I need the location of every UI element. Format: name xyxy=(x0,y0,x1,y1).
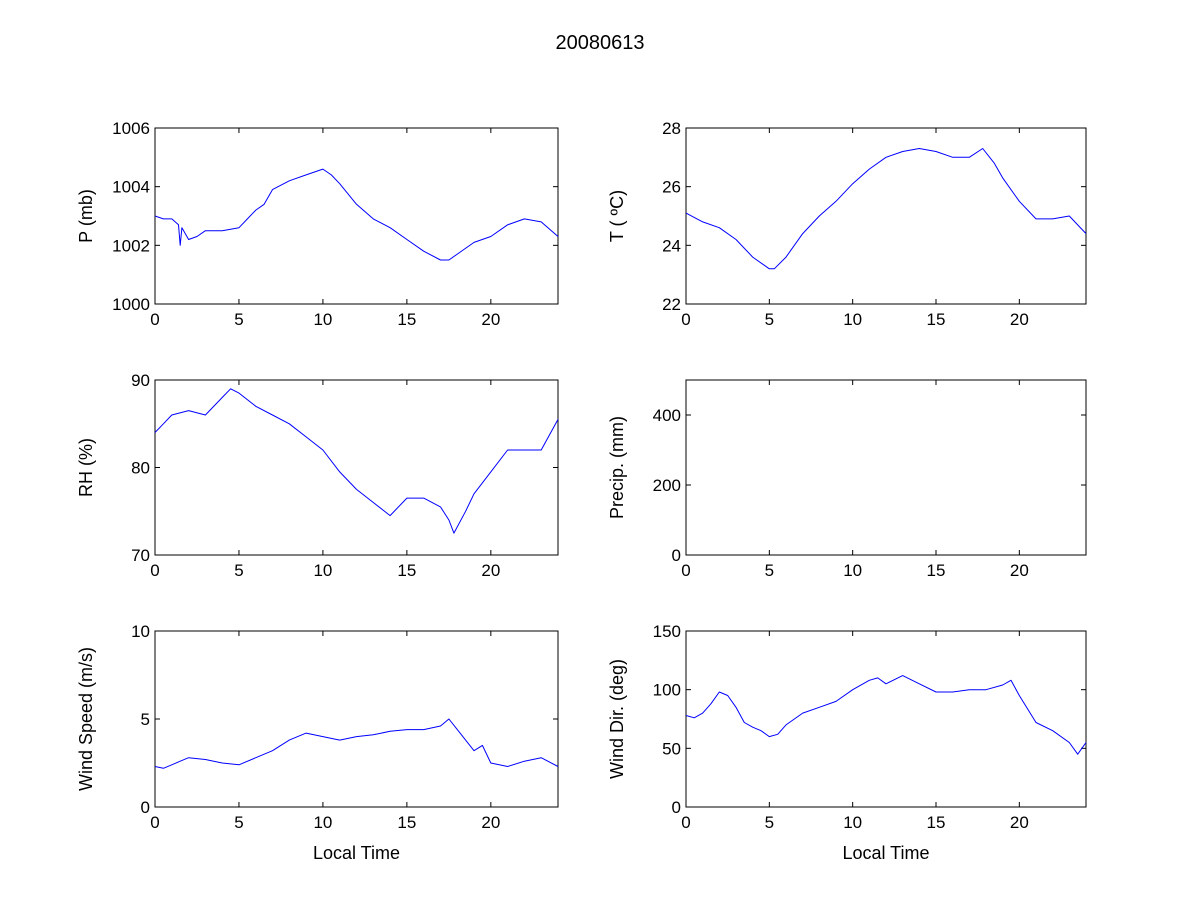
plot-frame xyxy=(154,127,559,305)
x-tick-label: 15 xyxy=(397,561,416,580)
y-axis-label: Precip. (mm) xyxy=(607,416,627,519)
y-axis-label: RH (%) xyxy=(76,438,96,497)
y-axis-label: T ( ºC) xyxy=(607,190,627,242)
plot-frame xyxy=(154,379,559,556)
x-tick-label: 10 xyxy=(843,813,862,832)
y-tick-label: 150 xyxy=(653,622,681,641)
x-tick-label: 15 xyxy=(927,561,946,580)
series-line-pressure xyxy=(154,168,559,261)
x-tick-label: 20 xyxy=(1010,813,1029,832)
x-axis-label: Local Time xyxy=(313,843,400,863)
plot-frame xyxy=(685,379,1087,556)
y-tick-label: 0 xyxy=(672,546,681,565)
x-tick-label: 5 xyxy=(234,561,243,580)
x-tick-label: 5 xyxy=(234,813,243,832)
y-tick-label: 50 xyxy=(662,739,681,758)
x-tick-label: 10 xyxy=(843,561,862,580)
y-tick-label: 28 xyxy=(662,119,681,138)
y-tick-label: 26 xyxy=(662,178,681,197)
plot-frame xyxy=(685,630,1087,808)
y-axis-label: Wind Speed (m/s) xyxy=(76,647,96,791)
x-tick-label: 20 xyxy=(481,310,500,329)
x-tick-label: 15 xyxy=(927,813,946,832)
y-tick-label: 1006 xyxy=(112,119,150,138)
x-tick-label: 15 xyxy=(927,310,946,329)
x-tick-label: 0 xyxy=(150,561,159,580)
x-tick-label: 5 xyxy=(234,310,243,329)
x-tick-label: 10 xyxy=(313,561,332,580)
x-tick-label: 15 xyxy=(397,310,416,329)
y-tick-label: 70 xyxy=(131,546,150,565)
y-tick-label: 200 xyxy=(653,476,681,495)
series-line-wind-direction xyxy=(685,675,1087,755)
x-tick-label: 0 xyxy=(150,310,159,329)
y-tick-label: 24 xyxy=(662,236,681,255)
x-tick-label: 15 xyxy=(397,813,416,832)
y-tick-label: 1004 xyxy=(112,178,150,197)
y-tick-label: 400 xyxy=(653,406,681,425)
x-tick-label: 5 xyxy=(765,310,774,329)
subplot-wind-speed: 0 5 10 15 20 0 5 10 Wind Speed (m/s) Local Time xyxy=(76,622,559,863)
x-tick-label: 0 xyxy=(681,813,690,832)
plot-frame xyxy=(685,127,1087,305)
y-tick-label: 0 xyxy=(672,798,681,817)
x-tick-label: 10 xyxy=(843,310,862,329)
series-line-temperature xyxy=(685,148,1087,270)
y-tick-label: 0 xyxy=(141,798,150,817)
subplot-humidity: 0 5 10 15 20 70 80 90 RH (%) xyxy=(76,371,559,580)
subplot-pressure: 0 5 10 15 20 1000 1002 1004 1006 P (mb) xyxy=(76,119,559,329)
plot-frame xyxy=(154,630,559,808)
x-tick-label: 20 xyxy=(1010,310,1029,329)
x-tick-label: 0 xyxy=(681,561,690,580)
x-axis-label: Local Time xyxy=(842,843,929,863)
y-axis-label: P (mb) xyxy=(76,189,96,243)
x-tick-label: 20 xyxy=(481,813,500,832)
x-tick-label: 0 xyxy=(150,813,159,832)
y-tick-label: 1002 xyxy=(112,236,150,255)
y-tick-label: 10 xyxy=(131,622,150,641)
series-line-humidity xyxy=(154,388,559,534)
x-tick-label: 10 xyxy=(313,813,332,832)
subplot-wind-direction: 0 5 10 15 20 0 50 100 150 Wind Dir. (deg) Local Ti… xyxy=(607,622,1087,863)
subplot-temperature: 0 5 10 15 20 22 24 26 28 T ( ºC) xyxy=(607,119,1087,329)
y-tick-label: 80 xyxy=(131,459,150,478)
x-tick-label: 0 xyxy=(681,310,690,329)
x-tick-label: 20 xyxy=(481,561,500,580)
x-tick-label: 5 xyxy=(765,813,774,832)
figure-title: 20080613 xyxy=(555,32,645,54)
y-tick-label: 90 xyxy=(131,371,150,390)
y-tick-label: 100 xyxy=(653,681,681,700)
y-tick-label: 22 xyxy=(662,295,681,314)
x-tick-label: 10 xyxy=(313,310,332,329)
y-tick-label: 1000 xyxy=(112,295,150,314)
y-axis-label: Wind Dir. (deg) xyxy=(607,659,627,779)
x-tick-label: 5 xyxy=(765,561,774,580)
y-tick-label: 5 xyxy=(141,710,150,729)
series-line-wind-speed xyxy=(154,718,559,769)
x-tick-label: 20 xyxy=(1010,561,1029,580)
